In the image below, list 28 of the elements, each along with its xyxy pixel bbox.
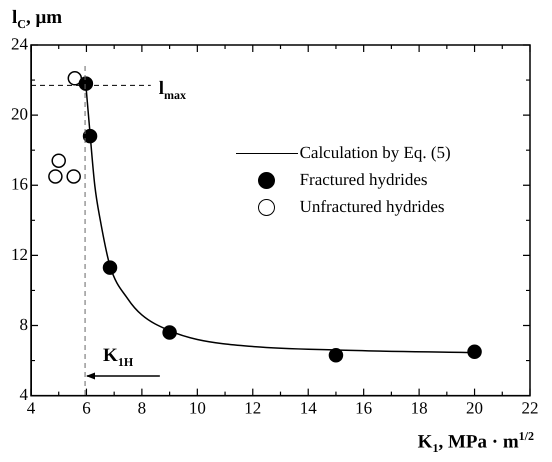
y-axis-title: l$_{C}$, μm [12,7,62,31]
x-tick-label: 6 [82,398,91,418]
point [68,71,82,86]
y-tick-label: 24 [11,34,28,54]
y-tick-label: 12 [11,244,28,264]
y-tick-label: 16 [11,174,28,194]
x-axis-title: K$_{1}$, MPa · m$^{1/2}$ [418,428,534,455]
point [51,153,66,168]
ref-line-label: K$_{1H}$ [103,345,134,370]
point [66,169,81,184]
x-tick-label: 20 [466,398,484,418]
x-tick-label: 14 [300,398,318,418]
point [328,348,344,363]
x-tick-label: 8 [138,398,146,418]
x-tick-label: 16 [355,398,372,418]
legend-label: Calculation by Eq. (5) [300,143,451,164]
legend-label: Fractured hydrides [300,170,428,190]
x-tick-label: 22 [522,398,538,418]
y-tick-label: 4 [20,385,28,404]
y-tick-label: 8 [20,314,28,334]
x-tick-label: 18 [410,398,428,418]
y-tick-label: 20 [11,104,28,124]
x-tick-label: 12 [244,398,262,418]
x-tick-label: 10 [188,398,206,418]
point [467,344,482,360]
ref-line-label: l$_{max}$ [158,78,186,102]
point [48,169,63,184]
legend-label: Unfractured hydrides [300,197,444,218]
